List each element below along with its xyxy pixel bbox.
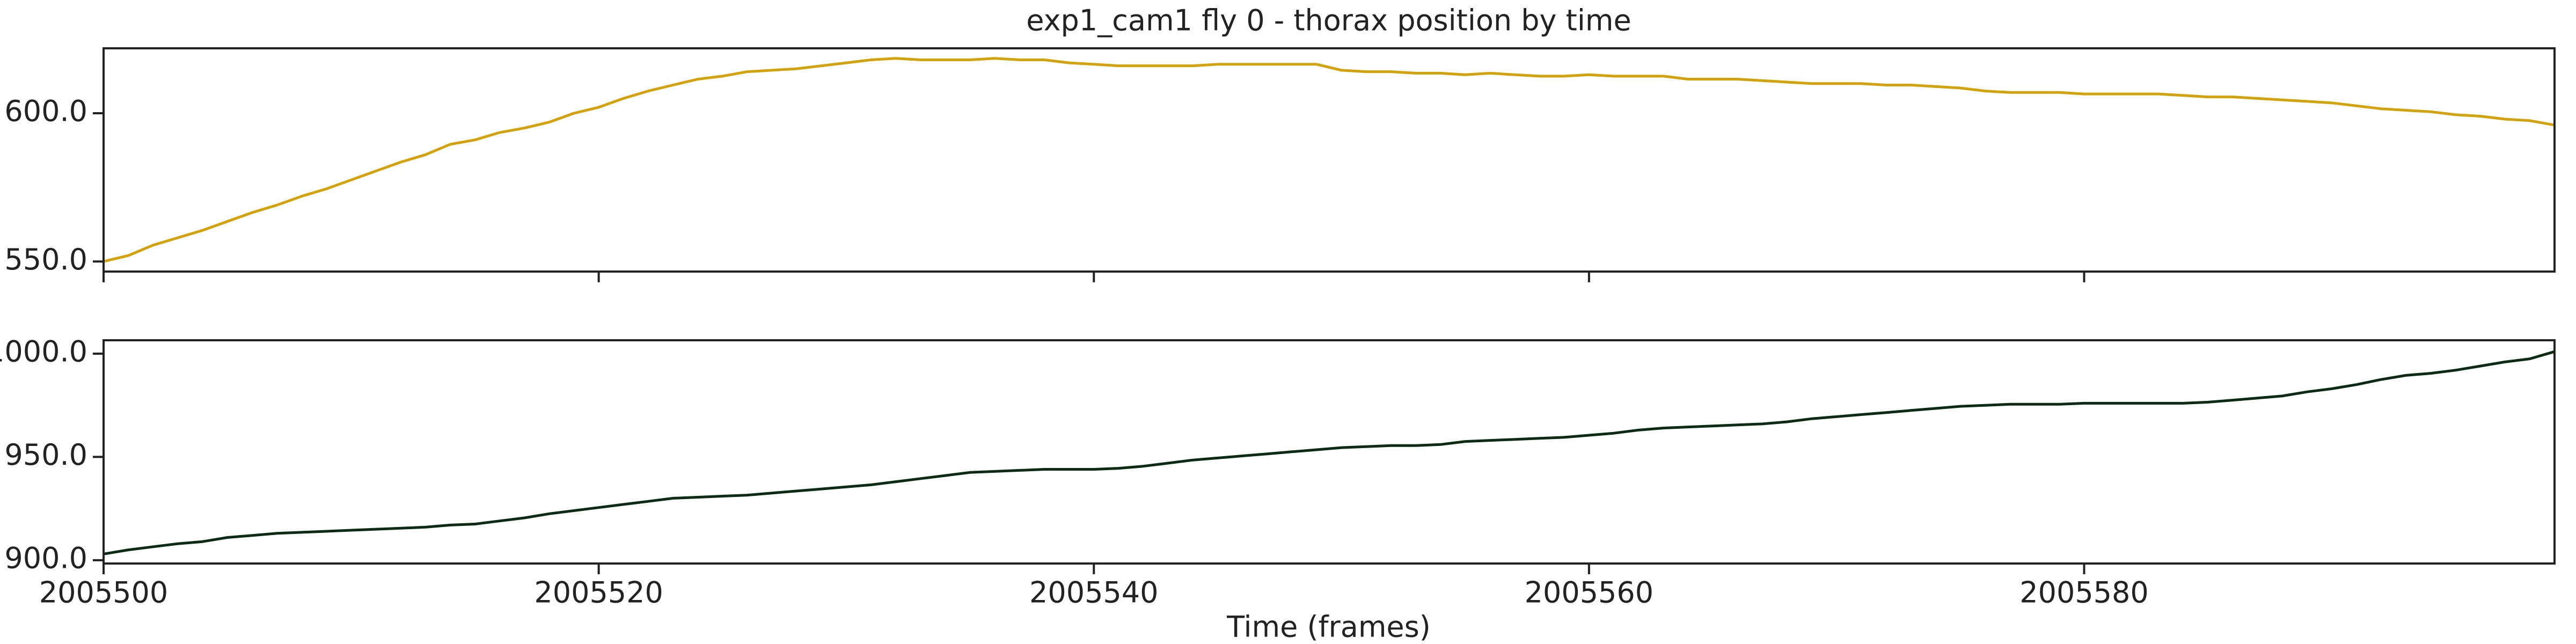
chart-title: exp1_cam1 fly 0 - thorax position by tim… [1026,4,1631,38]
y-tick-label: 600.0 [4,94,87,128]
x-tick-label: 2005520 [534,576,663,610]
y-tick-label: 900.0 [4,541,87,575]
axes-frame [103,339,2556,565]
axes-frame [103,47,2556,273]
y-tick-label: 1000.0 [0,335,87,369]
x-tick-label: 2005500 [39,576,169,610]
data-line [103,350,2555,555]
x-tick-label: 2005560 [1525,576,1654,610]
y-tick-label: 950.0 [4,438,87,472]
data-line [103,57,2555,263]
x-axis-label: Time (frames) [1226,610,1431,644]
y-tick-label: 550.0 [4,243,87,276]
x-tick-label: 2005540 [1029,576,1159,610]
x-tick-label: 2005580 [2019,576,2149,610]
